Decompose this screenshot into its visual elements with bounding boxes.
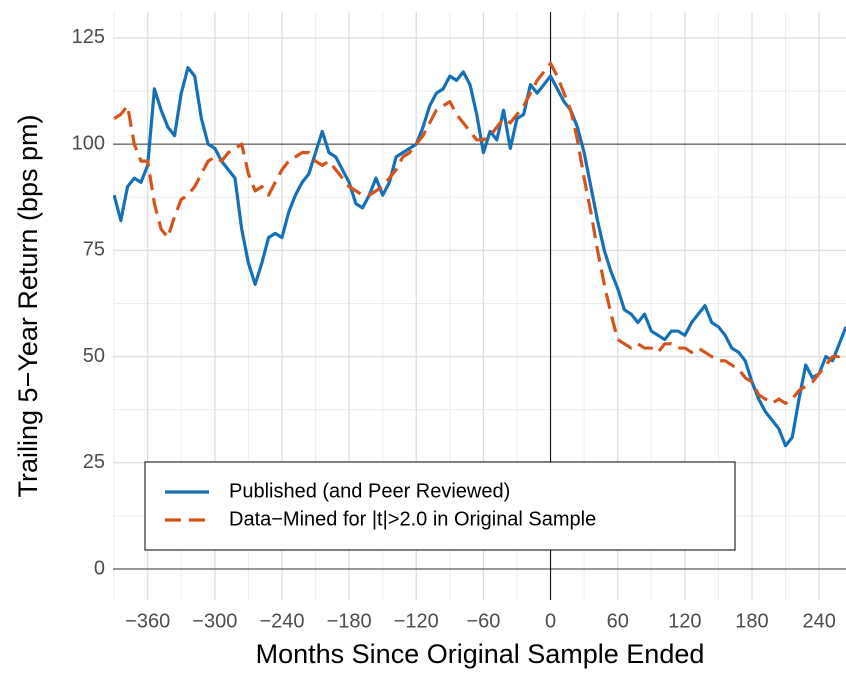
x-tick-label: −240 bbox=[259, 610, 304, 632]
x-tick-label: −180 bbox=[327, 610, 372, 632]
y-tick-label: 25 bbox=[83, 451, 105, 473]
x-tick-label: −300 bbox=[192, 610, 237, 632]
y-tick-label: 75 bbox=[83, 239, 105, 261]
series-line bbox=[113, 66, 846, 448]
x-tick-label: 240 bbox=[802, 610, 835, 632]
x-tick-label: 60 bbox=[607, 610, 629, 632]
legend-label: Published (and Peer Reviewed) bbox=[229, 480, 510, 502]
y-tick-label: 0 bbox=[94, 557, 105, 579]
series-line bbox=[113, 61, 846, 405]
y-tick-label: 125 bbox=[72, 26, 105, 48]
x-tick-label: −360 bbox=[125, 610, 170, 632]
x-tick-label: 120 bbox=[668, 610, 701, 632]
legend-box bbox=[144, 461, 736, 551]
x-tick-label: −60 bbox=[466, 610, 500, 632]
y-axis-title: Trailing 5−Year Return (bps pm) bbox=[13, 115, 43, 498]
y-tick-label: 50 bbox=[83, 345, 105, 367]
x-tick-label: 180 bbox=[735, 610, 768, 632]
x-tick-label: 0 bbox=[545, 610, 556, 632]
x-axis-title: Months Since Original Sample Ended bbox=[256, 639, 705, 669]
y-tick-label: 100 bbox=[72, 132, 105, 154]
legend-label: Data−Mined for |t|>2.0 in Original Sampl… bbox=[229, 508, 596, 530]
x-tick-label: −120 bbox=[394, 610, 439, 632]
